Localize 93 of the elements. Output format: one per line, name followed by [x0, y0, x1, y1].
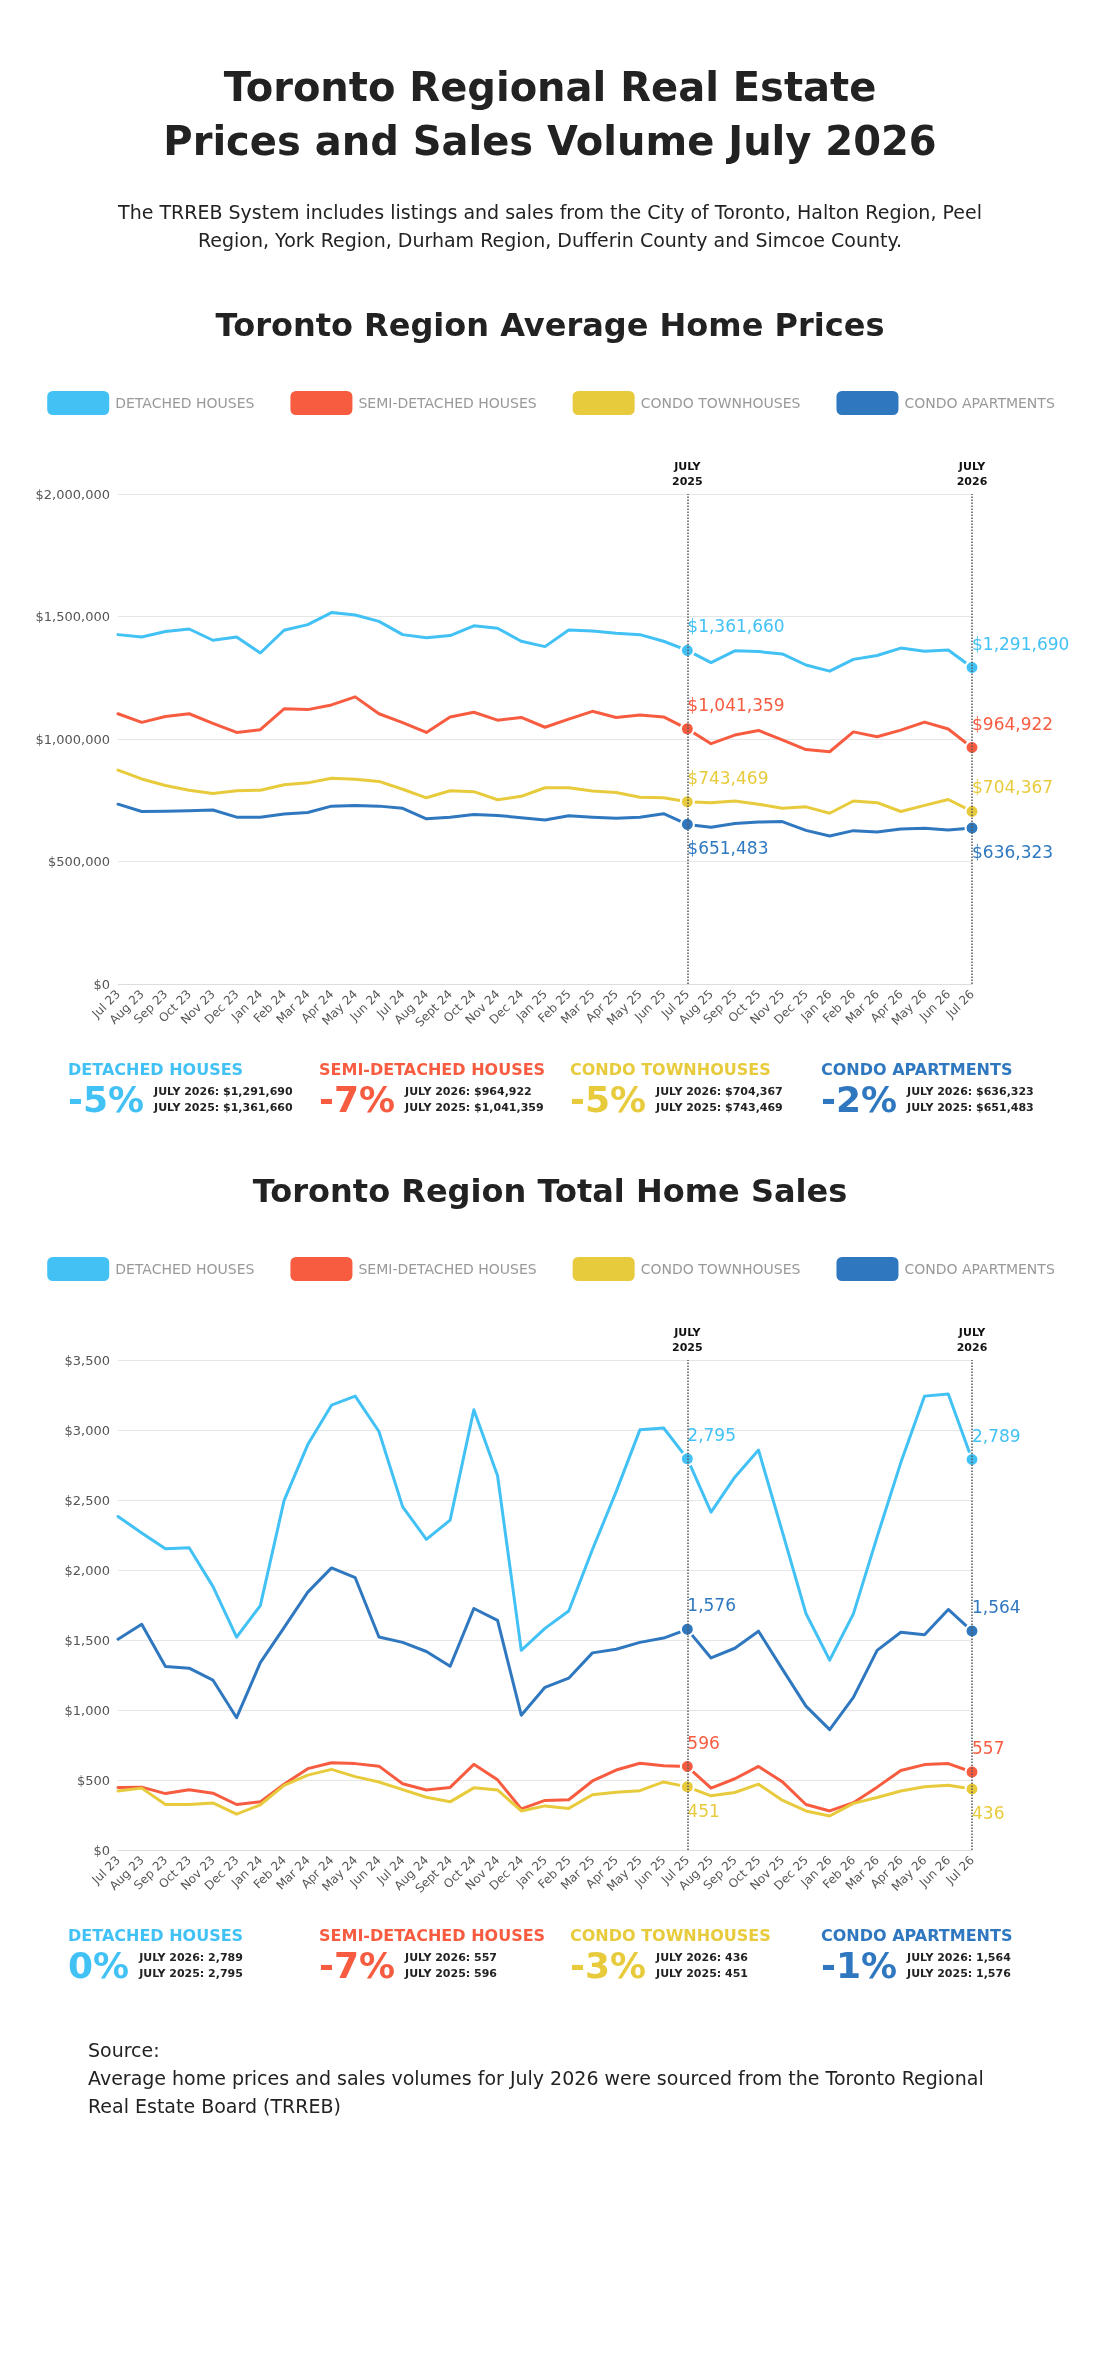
- point: [964, 740, 980, 756]
- text: CONDO TOWNHOUSES: [570, 1060, 771, 1079]
- point: [679, 1759, 695, 1775]
- legend-label: CONDO TOWNHOUSES: [640, 395, 801, 411]
- point: [679, 1779, 695, 1795]
- point: [679, 721, 695, 737]
- data-label: $651,483: [687, 838, 769, 859]
- text: Average home prices and sales volumes for July 2026 were sourced from the Toronto Regional Real Estate Board (TRREB): [88, 2066, 985, 2119]
- y-tick-label: $1,500: [64, 1632, 110, 1648]
- text: The TRREB System includes listings and sales from the City of Toronto, Halton Region, Peel Region, York Region, Durham Region, Dufferin County and Simcoe County.: [118, 200, 982, 253]
- text: DETACHED HOUSES: [68, 1060, 244, 1079]
- text: CONDO TOWNHOUSES: [570, 1926, 771, 1945]
- data-label: 436: [972, 1802, 1005, 1823]
- text: -5%: [570, 1079, 647, 1120]
- data-label: 557: [972, 1738, 1005, 1759]
- data-label: 451: [687, 1800, 720, 1821]
- y-tick-label: $1,500,000: [35, 609, 110, 624]
- text: SEMI-DETACHED HOUSES: [319, 1060, 546, 1079]
- legend-label: DETACHED HOUSES: [115, 395, 255, 411]
- y-tick-label: $2,000: [64, 1562, 110, 1578]
- text: JULY 2026: $964,922: [405, 1083, 533, 1100]
- data-label: 1,576: [687, 1595, 737, 1616]
- text: -3%: [570, 1945, 647, 1986]
- ref-line-label: JULY 2026: [956, 460, 988, 488]
- point: [679, 794, 695, 810]
- text: SEMI-DETACHED HOUSES: [319, 1926, 546, 1945]
- y-tick-label: $500: [76, 1772, 110, 1788]
- text: CONDO APARTMENTS: [821, 1060, 1013, 1079]
- data-label: 2,789: [972, 1425, 1021, 1446]
- y-tick-label: $1,000: [64, 1702, 110, 1718]
- text: -5%: [68, 1079, 145, 1120]
- chart-title: Toronto Region Total Home Sales: [252, 1172, 848, 1210]
- source-note: Source:: [88, 2038, 161, 2063]
- data-label: $636,323: [972, 842, 1054, 863]
- legend-label: CONDO APARTMENTS: [904, 1261, 1055, 1277]
- data-label: $704,367: [972, 777, 1054, 798]
- y-tick-label: $500,000: [47, 854, 110, 869]
- text: 0%: [68, 1945, 130, 1986]
- text: JULY 2026: $1,291,690: [154, 1083, 293, 1100]
- text: DETACHED HOUSES: [68, 1926, 244, 1945]
- text: JULY 2025: 2,795: [139, 1965, 243, 1982]
- point: [964, 803, 980, 819]
- text: -7%: [319, 1079, 396, 1120]
- point: [679, 1451, 695, 1467]
- ref-line-label: JULY 2025: [672, 1326, 703, 1354]
- y-tick-label: $2,000,000: [35, 486, 110, 502]
- point: [679, 816, 695, 832]
- point: [964, 1764, 980, 1780]
- text: JULY 2025: $1,361,660: [154, 1099, 293, 1116]
- text: JULY 2025: 1,576: [907, 1965, 1011, 1982]
- y-tick-label: $3,500: [64, 1352, 110, 1368]
- point: [679, 642, 695, 658]
- text: JULY 2025: 596: [405, 1965, 497, 1982]
- text: JULY 2025: $1,041,359: [405, 1099, 544, 1116]
- y-tick-label: $0: [93, 1842, 110, 1858]
- data-label: $1,291,690: [972, 633, 1070, 654]
- data-label: 2,795: [687, 1424, 737, 1445]
- text: JULY 2025: 451: [656, 1965, 748, 1982]
- text: JULY 2026: $704,367: [656, 1083, 783, 1100]
- legend-label: CONDO TOWNHOUSES: [640, 1261, 801, 1277]
- legend-label: SEMI-DETACHED HOUSES: [358, 1261, 537, 1277]
- y-tick-label: $1,000,000: [35, 731, 110, 747]
- text: CONDO APARTMENTS: [821, 1926, 1013, 1945]
- text: JULY 2026: 436: [656, 1949, 748, 1966]
- text: JULY 2026: 2,789: [139, 1949, 243, 1966]
- point: [964, 820, 980, 836]
- text: JULY 2026: 1,564: [907, 1949, 1011, 1966]
- text: Toronto Regional Real Estate Prices and Sales Volume July 2026: [162, 63, 938, 166]
- data-label: 1,564: [972, 1597, 1021, 1618]
- data-label: $964,922: [972, 713, 1054, 734]
- text: -1%: [821, 1945, 898, 1986]
- y-tick-label: $2,500: [64, 1492, 110, 1508]
- text: -2%: [821, 1079, 898, 1120]
- ref-line-label: JULY 2025: [672, 460, 703, 488]
- data-label: $1,361,660: [687, 616, 785, 637]
- text: JULY 2025: $743,469: [656, 1099, 783, 1116]
- text: -7%: [319, 1945, 396, 1986]
- ref-line-label: JULY 2026: [956, 1326, 988, 1354]
- data-label: $1,041,359: [687, 694, 785, 715]
- legend-label: CONDO APARTMENTS: [904, 395, 1055, 411]
- data-label: 596: [687, 1732, 720, 1753]
- text: JULY 2026: $636,323: [907, 1083, 1034, 1100]
- data-label: $743,469: [687, 767, 769, 788]
- text: JULY 2026: 557: [405, 1949, 497, 1966]
- y-tick-label: $3,000: [64, 1422, 110, 1438]
- legend-label: SEMI-DETACHED HOUSES: [358, 395, 537, 411]
- point: [679, 1621, 695, 1637]
- y-tick-label: $0: [93, 976, 110, 992]
- point: [964, 1781, 980, 1797]
- text: JULY 2025: $651,483: [907, 1099, 1034, 1116]
- chart-title: Toronto Region Average Home Prices: [215, 306, 885, 344]
- legend-label: DETACHED HOUSES: [115, 1261, 255, 1277]
- point: [964, 1623, 980, 1639]
